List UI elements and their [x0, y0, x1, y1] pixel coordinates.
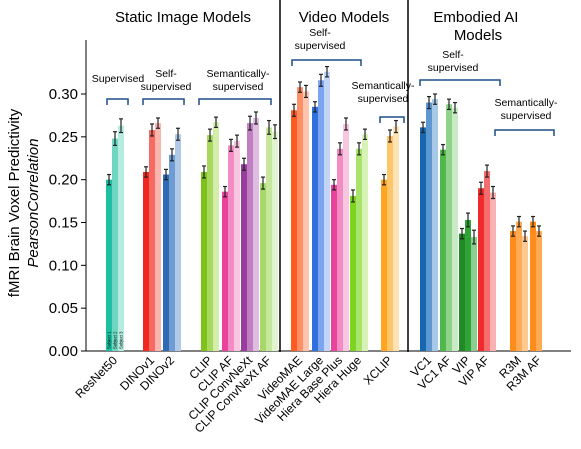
bar-clip-convnext-s3: [253, 117, 259, 351]
bar-hiera-huge-s2: [356, 148, 362, 351]
bar-clip-convnext-af-s3: [272, 131, 278, 351]
bar-hiera-base-plus-s2: [337, 148, 343, 351]
bar-dinov1-s1: [143, 171, 149, 351]
bar-clip-convnext-af-s1: [260, 183, 266, 351]
section-title-static: Static Image Models: [115, 9, 251, 26]
group-label: Supervised: [92, 73, 145, 85]
bar-videomae-s2: [297, 87, 303, 351]
section-title-embodied-line1: Embodied AI: [433, 9, 518, 26]
bar-hiera-base-plus-s3: [343, 123, 349, 351]
group-bracket: [379, 116, 405, 123]
bar-videomae-s1: [291, 110, 297, 351]
bar-r3m-af-s2: [536, 231, 542, 351]
y-tick-label: 0.20: [49, 172, 78, 189]
group-bracket: [494, 129, 555, 136]
group-label: Semantically-supervised: [494, 97, 558, 122]
bar-vip-af-s2: [484, 171, 490, 351]
group-label: Self-supervised: [428, 49, 479, 74]
bar-vip-s3: [471, 237, 477, 351]
bar-resnet50-s3: [118, 125, 124, 352]
bar-vip-af-s3: [490, 192, 496, 351]
y-axis-sublabel: PearsonCorrelation: [25, 138, 42, 267]
bar-vc1-s3: [432, 99, 438, 351]
bar-vc1-af-s3: [452, 107, 458, 351]
subject-label: Subject 1: [107, 331, 112, 349]
bar-dinov2-s1: [163, 174, 169, 351]
bar-clip-s2: [207, 135, 213, 351]
y-tick-label: 0.05: [49, 300, 78, 317]
section-title-embodied-line2: Models: [454, 27, 502, 44]
bar-xclip-s2: [387, 135, 393, 351]
group-bracket: [106, 98, 129, 105]
subject-label: Subject 2: [113, 331, 118, 349]
group-bracket: [198, 98, 272, 105]
bar-vip-s2: [465, 219, 471, 351]
bar-xclip-s3: [393, 126, 399, 351]
bar-dinov1-s2: [149, 129, 155, 351]
bar-clip-s1: [201, 171, 207, 351]
bar-vc1-s2: [426, 102, 432, 351]
bar-dinov2-s3: [175, 134, 181, 351]
y-tick-label: 0.30: [49, 86, 78, 103]
bar-xclip-s1: [381, 179, 387, 351]
bar-videomae-s3: [303, 91, 309, 352]
section-title-embodied: Embodied AI Models: [433, 9, 522, 44]
bar-clip-convnext-s1: [241, 164, 247, 351]
y-tick-label: 0.25: [49, 129, 78, 146]
bar-videomae-large-s2: [318, 80, 324, 351]
group-bracket: [142, 98, 185, 105]
bar-videomae-large-s1: [312, 106, 318, 351]
bar-vip-af-s1: [478, 188, 484, 351]
bar-clip-af-s3: [234, 141, 240, 351]
bar-vc1-af-s2: [446, 104, 452, 351]
section-title-video: Video Models: [299, 9, 390, 26]
subject-label: Subject 3: [119, 331, 124, 349]
bar-clip-s3: [213, 122, 219, 352]
bar-r3m-s1: [510, 231, 516, 351]
y-tick-label: 0.00: [49, 343, 78, 360]
x-tick-label: ResNet50: [72, 353, 120, 401]
bar-videomae-large-s3: [324, 71, 330, 351]
group-bracket: [291, 59, 362, 66]
bar-r3m-af-s1: [530, 221, 536, 351]
bar-r3m-s2: [516, 221, 522, 351]
group-label: Self-supervised: [295, 27, 346, 52]
group-bracket: [419, 79, 501, 86]
bar-vc1-af-s1: [440, 149, 446, 351]
x-tick-label: XCLIP: [361, 353, 395, 387]
bar-clip-convnext-af-s2: [266, 127, 272, 351]
group-label: Semantically-supervised: [206, 68, 270, 93]
bar-dinov2-s2: [169, 154, 175, 351]
bar-r3m-s3: [522, 236, 528, 351]
bar-vc1-s1: [420, 127, 426, 351]
y-axis-label: fMRI Brain Voxel Predictivity: [6, 108, 23, 297]
group-label: Semantically-supervised: [351, 80, 415, 105]
bar-clip-af-s1: [222, 191, 228, 351]
group-label: Self-supervised: [141, 68, 192, 93]
y-tick-label: 0.15: [49, 215, 78, 232]
bar-resnet50-s1: [106, 179, 112, 351]
bar-vip-s1: [459, 233, 465, 351]
bar-hiera-huge-s1: [350, 195, 356, 351]
bar-clip-convnext-s2: [247, 123, 253, 351]
bar-resnet50-s2: [112, 138, 118, 351]
bar-hiera-huge-s3: [362, 134, 368, 351]
y-tick-label: 0.10: [49, 257, 78, 274]
bar-clip-af-s2: [228, 145, 234, 351]
bar-dinov1-s3: [155, 123, 161, 351]
bar-hiera-base-plus-s1: [331, 184, 337, 351]
